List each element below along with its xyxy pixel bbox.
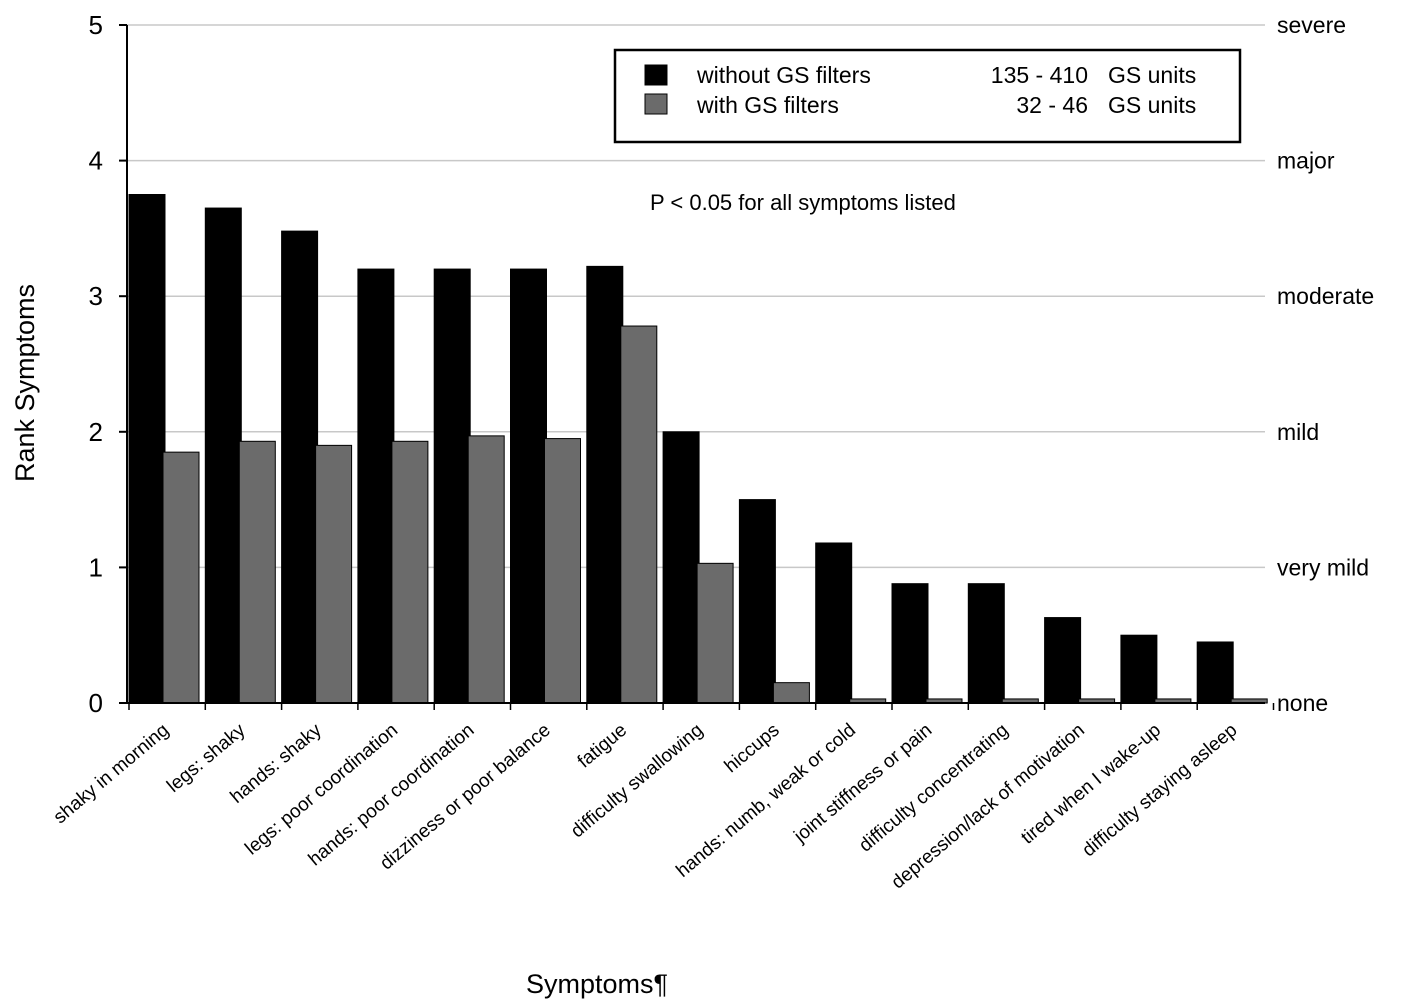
x-axis-title: Symptoms¶ bbox=[526, 969, 668, 999]
right-axis-label: none bbox=[1277, 690, 1328, 716]
y-tick-label: 3 bbox=[89, 281, 103, 311]
axes bbox=[119, 24, 1275, 710]
legend-box bbox=[613, 48, 1242, 144]
bar-with-filters bbox=[544, 438, 581, 704]
bar-with-filters bbox=[696, 562, 734, 704]
category-label: difficulty staying asleep bbox=[1079, 720, 1242, 861]
bars bbox=[128, 194, 1268, 704]
y-tick-label: 0 bbox=[89, 688, 103, 718]
bar-with-filters bbox=[620, 325, 658, 704]
right-axis-label: severe bbox=[1277, 12, 1346, 38]
y-tick-label: 5 bbox=[89, 10, 103, 40]
y-axis-title: Rank Symptoms bbox=[10, 284, 40, 482]
right-axis-labels: none very mild mild moderate major severe bbox=[1277, 12, 1374, 716]
legend-series-name: without GS filters bbox=[696, 62, 871, 88]
bar-without-filters bbox=[1120, 634, 1158, 704]
category-label: legs: poor coordination bbox=[241, 720, 402, 860]
bar-without-filters bbox=[662, 431, 700, 704]
significance-note: P < 0.05 for all symptoms listed bbox=[650, 190, 956, 215]
bar-without-filters bbox=[1196, 641, 1234, 704]
bar-with-filters bbox=[467, 435, 505, 704]
bar-with-filters bbox=[238, 440, 276, 704]
bar-without-filters bbox=[433, 268, 471, 704]
category-label: difficulty swallowing bbox=[567, 720, 707, 842]
legend-series-range: 135 - 410 bbox=[991, 62, 1088, 88]
category-label: fatigue bbox=[574, 720, 631, 773]
bar-without-filters bbox=[967, 583, 1005, 704]
bar-without-filters bbox=[357, 268, 395, 704]
right-axis-label: mild bbox=[1277, 419, 1319, 445]
category-label: hiccups bbox=[721, 720, 784, 777]
bar-without-filters bbox=[586, 265, 624, 704]
bar-without-filters bbox=[510, 268, 547, 704]
bar-without-filters bbox=[204, 207, 242, 704]
y-tick-label: 4 bbox=[89, 146, 103, 176]
right-axis-label: moderate bbox=[1277, 283, 1374, 309]
legend-series-unit: GS units bbox=[1108, 62, 1196, 88]
category-label: difficulty concentrating bbox=[855, 720, 1012, 857]
bar-with-filters bbox=[162, 451, 200, 704]
category-label: shaky in morning bbox=[50, 720, 174, 828]
legend-swatch-without-filters bbox=[644, 64, 668, 86]
bar-without-filters bbox=[891, 583, 929, 704]
y-tick-label: 2 bbox=[89, 417, 103, 447]
legend-series-range: 32 - 46 bbox=[1016, 92, 1088, 118]
bar-without-filters bbox=[281, 230, 319, 704]
bar-with-filters bbox=[315, 444, 353, 704]
legend: without GS filters 135 - 410 GS units wi… bbox=[613, 48, 1242, 144]
right-axis-label: very mild bbox=[1277, 554, 1369, 580]
bar-without-filters bbox=[738, 499, 776, 704]
legend-swatch-with-filters bbox=[644, 93, 668, 115]
y-tick-labels: 0 1 2 3 4 5 bbox=[89, 10, 103, 718]
y-tick-label: 1 bbox=[89, 552, 103, 582]
bar-with-filters bbox=[391, 440, 429, 704]
legend-series-unit: GS units bbox=[1108, 92, 1196, 118]
right-axis-label: major bbox=[1277, 148, 1335, 174]
category-label: joint stiffness or pain bbox=[790, 720, 937, 848]
bar-with-filters bbox=[772, 682, 810, 704]
category-label: tired when I wake-up bbox=[1017, 720, 1165, 849]
bar-without-filters bbox=[815, 542, 853, 704]
legend-series-name: with GS filters bbox=[696, 92, 839, 118]
bar-without-filters bbox=[128, 194, 166, 704]
bar-without-filters bbox=[1044, 617, 1082, 704]
